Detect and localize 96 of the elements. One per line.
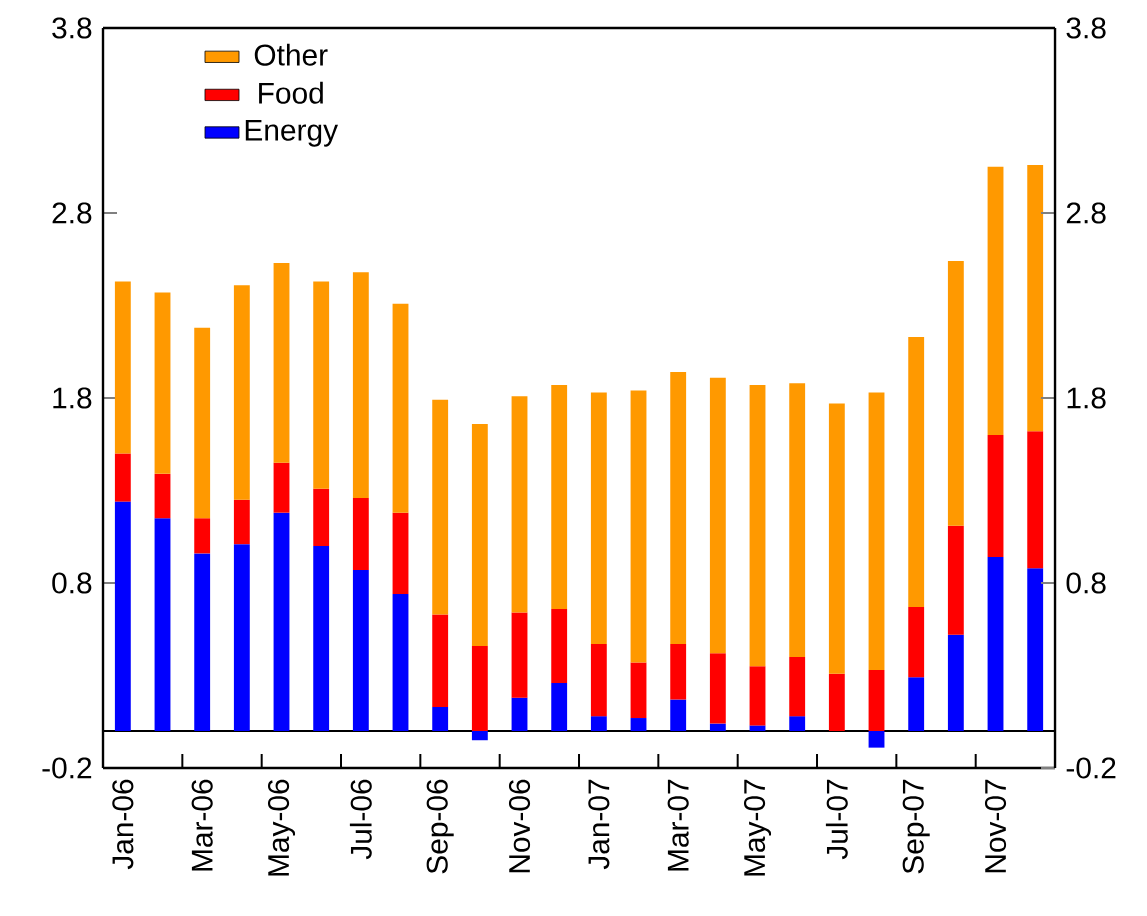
bar	[352, 497, 369, 571]
bar	[908, 607, 925, 678]
x-tick-label: Sep-06	[426, 779, 454, 874]
bar	[670, 372, 687, 645]
bar	[352, 570, 369, 731]
bar	[233, 285, 250, 500]
bar	[273, 512, 290, 731]
y-tick-label: 3.8	[1066, 17, 1106, 39]
bar	[987, 166, 1004, 435]
bar	[908, 336, 925, 608]
bar	[313, 545, 330, 731]
bar	[194, 518, 211, 554]
bar	[709, 377, 726, 654]
bar	[1027, 431, 1044, 569]
bar	[868, 730, 885, 748]
bar	[749, 385, 766, 667]
bar	[471, 730, 488, 741]
bar	[670, 644, 687, 700]
bar	[313, 281, 330, 489]
x-tick-label: May-07	[743, 779, 772, 876]
y-tick-label: 1.8	[1067, 387, 1106, 409]
bar	[432, 399, 449, 615]
x-tick-label: Jul-06	[349, 779, 372, 860]
bar	[114, 501, 131, 731]
bar	[709, 723, 726, 731]
bar	[273, 262, 290, 463]
legend-label: Food	[259, 81, 323, 104]
bar	[392, 594, 409, 731]
bar	[154, 292, 171, 474]
y-tick-label: -0.2	[1066, 757, 1116, 779]
bar	[471, 645, 488, 731]
x-tick-label: Nov-07	[984, 779, 1007, 873]
bar	[789, 383, 806, 657]
bar	[154, 473, 171, 519]
x-tick-label: May-06	[267, 779, 296, 876]
x-tick-label: Nov-06	[508, 779, 531, 873]
bar	[868, 669, 885, 731]
x-tick-label: Jul-07	[825, 779, 848, 860]
bar	[273, 462, 290, 513]
legend-label: Energy	[245, 119, 339, 147]
bar	[670, 699, 687, 731]
bar	[313, 488, 330, 546]
bar	[789, 656, 806, 717]
bar	[551, 682, 568, 731]
bar	[630, 718, 647, 731]
bar	[630, 390, 647, 663]
bar	[828, 673, 845, 731]
bar	[868, 392, 885, 670]
bar	[749, 725, 766, 731]
x-tick-label: Jan-06	[112, 779, 134, 870]
bar	[551, 608, 568, 683]
bar	[789, 716, 806, 731]
bar	[154, 518, 171, 731]
bar	[194, 327, 211, 519]
bar	[432, 614, 449, 707]
bar	[987, 434, 1004, 558]
x-tick-label: Mar-07	[667, 779, 689, 871]
bar	[630, 662, 647, 719]
x-tick-label: Sep-07	[902, 779, 930, 874]
y2-tick-label: 3.8	[52, 17, 92, 39]
bar	[114, 281, 131, 454]
bar	[1027, 568, 1044, 731]
bar	[392, 303, 409, 513]
bar	[828, 403, 845, 674]
bar	[947, 634, 964, 731]
bar	[471, 423, 488, 646]
y2-tick-label: -0.2	[42, 757, 92, 779]
bar	[947, 525, 964, 635]
y-tick-label: 2.8	[1066, 202, 1106, 224]
bar	[709, 653, 726, 724]
bar	[511, 612, 528, 698]
bar	[1027, 164, 1044, 432]
bar	[987, 557, 1004, 731]
bar	[590, 392, 607, 645]
bar	[590, 644, 607, 717]
bar	[511, 697, 528, 731]
bar	[233, 499, 250, 545]
bar	[233, 544, 250, 731]
bar	[392, 512, 409, 595]
bar	[908, 677, 925, 731]
bar	[114, 453, 131, 502]
bar	[551, 385, 568, 609]
y-tick-label: 0.8	[1066, 572, 1106, 594]
y2-tick-label: 0.8	[52, 572, 92, 594]
bar	[947, 261, 964, 526]
y2-tick-label: 1.8	[53, 387, 92, 409]
bar	[432, 706, 449, 731]
y2-tick-label: 2.8	[52, 202, 92, 224]
bar	[352, 272, 369, 498]
bar	[590, 716, 607, 731]
bar	[194, 553, 211, 731]
bar	[511, 396, 528, 613]
legend-label: Other	[254, 43, 328, 66]
bar	[749, 666, 766, 726]
x-tick-label: Jan-07	[588, 779, 610, 870]
x-tick-label: Mar-06	[191, 779, 213, 871]
